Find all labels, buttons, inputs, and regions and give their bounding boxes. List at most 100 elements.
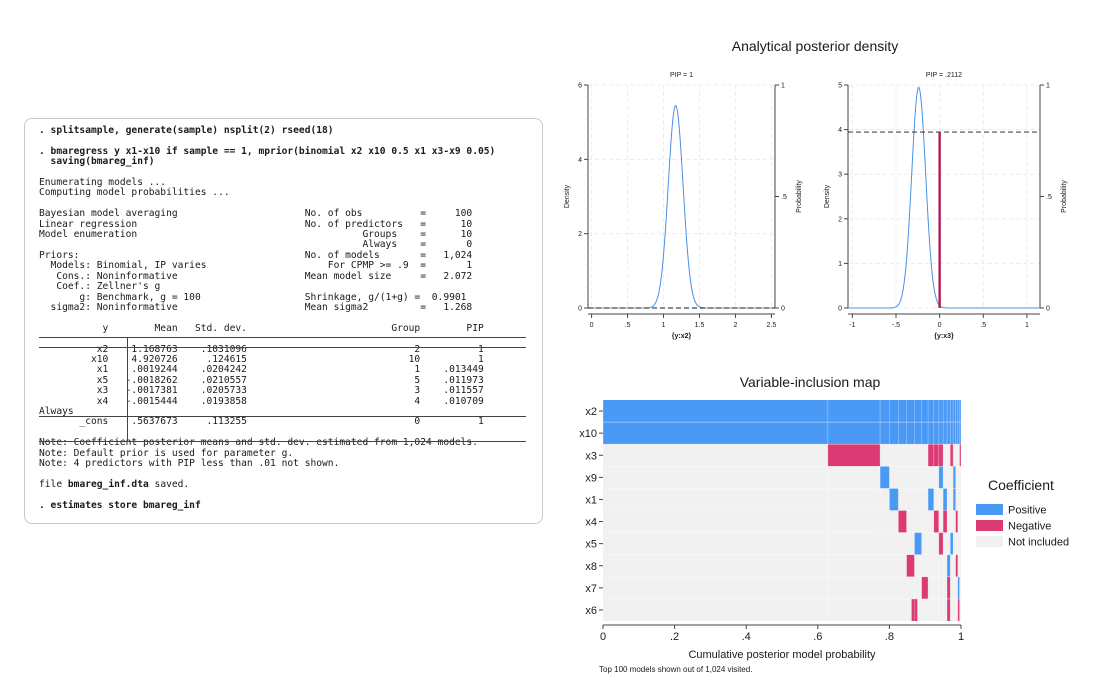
y2-tick-label: .5 (1046, 194, 1052, 201)
cell-negative (947, 576, 951, 599)
y-tick-label: 2 (578, 231, 582, 238)
console-line: Always (39, 405, 74, 417)
row-label: x9 (585, 472, 597, 484)
table-top-rule (39, 337, 526, 338)
density-panel-x3: -1 -.5 0 .5 1 0 1 2 3 4 5 0 .5 1 PIP = .2112 {y:x3} Dens… (824, 72, 1068, 340)
y2-tick-label: .5 (781, 194, 787, 201)
row-label: x8 (585, 561, 597, 573)
cell-negative (950, 444, 954, 467)
console-line: sigma2: Noninformative Mean sigma2 = 1.2… (39, 301, 473, 313)
x-tick-label: 1 (958, 631, 964, 643)
cell-positive (889, 488, 899, 511)
legend-label: Not included (1008, 537, 1069, 549)
console-line: x1 .0019244 .0204242 1 .013449 (39, 364, 484, 376)
plot-area (848, 85, 1040, 308)
console-line: Coef.: Zellner's g (39, 281, 161, 293)
density-curve (848, 86, 1040, 309)
x-tick-label: 2 (733, 322, 737, 329)
cell-negative (928, 444, 934, 467)
x-tick-label: .6 (813, 631, 822, 643)
cell-negative (911, 598, 918, 621)
table-always-rule (39, 416, 526, 417)
y-tick-label: 1 (838, 261, 842, 268)
x-tick-label: 1 (1025, 322, 1029, 329)
console-line: x5 -.0018262 .0210557 5 .011973 (39, 374, 484, 386)
table-column-divider (127, 337, 128, 441)
y2-tick-label: 1 (781, 83, 785, 90)
table-header-rule (39, 347, 526, 348)
console-line: x2 1.168763 .1031096 2 1 (39, 343, 484, 355)
console-line: x10 4.920726 .124615 10 1 (39, 353, 484, 365)
x-tick-label: -.5 (892, 322, 900, 329)
y-tick-label: 3 (838, 172, 842, 179)
x-tick-label: 0 (938, 322, 942, 329)
cell-positive (928, 488, 934, 511)
panel-xlabel: {y:x2} (672, 333, 692, 340)
x-tick-label: 0 (600, 631, 606, 643)
row-label: x7 (585, 583, 597, 595)
density-panel-x2: 0 .5 1 1.5 2 2.5 0 2 4 6 0 .5 1 PIP = 1 {y:x2} Density P… (564, 72, 803, 340)
console-line: . estimates store bmareg_inf (39, 499, 201, 511)
y-tick-label: 5 (838, 83, 842, 90)
panel-xlabel: {y:x3} (934, 333, 954, 340)
console-line: Enumerating models ... (39, 177, 167, 189)
console-line: Computing model probabilities ... (39, 187, 230, 199)
legend-label: Negative (1008, 521, 1051, 533)
cell-negative (957, 598, 960, 621)
console-line: . splitsample, generate(sample) nsplit(2… (39, 125, 334, 136)
y2-tick-label: 0 (1046, 306, 1050, 313)
cell-negative (898, 510, 907, 533)
y-tick-label: 4 (838, 127, 842, 134)
x-tick-label: 2.5 (767, 322, 777, 329)
row-label: x10 (579, 428, 597, 440)
y2-tick-label: 0 (781, 306, 785, 313)
console-line: . bmaregress y x1-x10 if sample == 1, mp… (39, 145, 496, 157)
inclusion-map-xlabel: Cumulative posterior model probability (688, 649, 876, 661)
coefficient-legend: Coefficient Positive Negative Not included (976, 477, 1069, 549)
console-line: y Mean Std. dev. Group PIP (39, 322, 484, 334)
row-label: x6 (585, 605, 597, 617)
cell-negative (955, 510, 958, 533)
cell-positive (938, 466, 944, 489)
cell-positive (603, 422, 961, 445)
console-line: saving(bmareg_inf) (39, 156, 155, 168)
legend-title: Coefficient (988, 477, 1054, 493)
inclusion-map-note: Top 100 models shown out of 1,024 visite… (599, 665, 752, 674)
panel-ylabel: Density (564, 184, 571, 208)
cell-negative (955, 554, 958, 577)
console-line: Priors: No. of models = 1,024 (39, 249, 473, 261)
legend-swatch (976, 504, 1003, 515)
x-tick-label: .8 (885, 631, 894, 643)
console-line: Bayesian model averaging No. of obs = 10… (39, 208, 473, 220)
variable-inclusion-map-figure: Variable-inclusion map x2 x10 x3 x9 x1 x4 x5 x8… (579, 374, 1069, 674)
row-label: x5 (585, 539, 597, 551)
panel-ylabel: Density (824, 184, 831, 208)
cell-positive (603, 400, 961, 423)
console-line: Note: Default prior is used for paramete… (39, 447, 294, 459)
x-tick-label: .2 (670, 631, 679, 643)
y-tick-label: 0 (838, 306, 842, 313)
cell-negative (938, 444, 944, 467)
console-line: Models: Binomial, IP varies For CPMP >= … (39, 260, 473, 272)
row-label: x3 (585, 450, 597, 462)
panel-title: PIP = 1 (670, 72, 693, 79)
cell-negative (938, 532, 944, 555)
console-line: Note: 4 predictors with PIP less than .0… (39, 458, 340, 469)
row-label: x1 (585, 494, 597, 506)
cell-positive (953, 488, 956, 511)
panel-y2label: Probability (1061, 180, 1068, 213)
console-line: _cons .5637673 .113255 0 1 (39, 416, 484, 428)
plot-area (588, 85, 775, 308)
y2-tick-label: 1 (1046, 83, 1050, 90)
cell-negative (933, 510, 939, 533)
stata-output-console: . splitsample, generate(sample) nsplit(2… (24, 118, 543, 524)
x-tick-label: -1 (849, 322, 855, 329)
inclusion-map-title: Variable-inclusion map (740, 374, 881, 390)
y-tick-label: 0 (578, 306, 582, 313)
console-line: Linear regression No. of predictors = 10 (39, 218, 473, 230)
console-line: Note: Coefficient posterior means and st… (39, 437, 478, 449)
console-line: x4 -.0015444 .0193858 4 .010709 (39, 395, 484, 407)
x-tick-label: 0 (590, 322, 594, 329)
density-figure-title: Analytical posterior density (732, 38, 899, 54)
cell-negative (933, 444, 939, 467)
